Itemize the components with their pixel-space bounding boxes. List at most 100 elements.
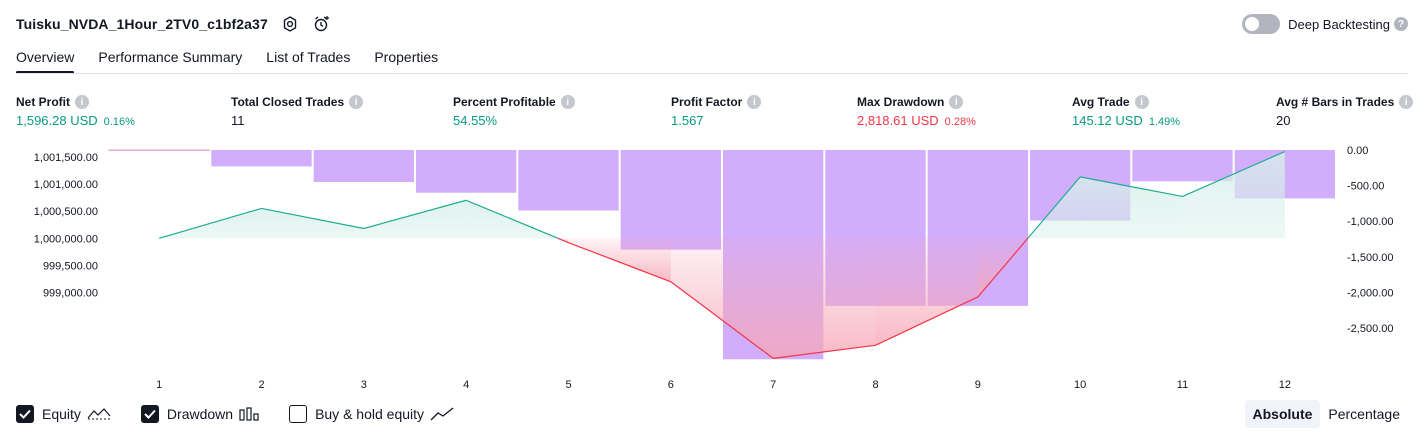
drawdown-bar <box>518 150 619 211</box>
equity-line-segment <box>158 207 262 239</box>
equity-line-segment <box>568 242 672 283</box>
info-icon[interactable]: i <box>1134 95 1149 109</box>
percentage-button[interactable]: Percentage <box>1328 406 1400 422</box>
tab-list-of-trades[interactable]: List of Trades <box>266 49 351 65</box>
x-axis-tick-label: 5 <box>565 379 571 391</box>
x-axis-tick-label: 9 <box>975 379 981 391</box>
left-axis-tick-label: 1,000,000.00 <box>34 233 98 245</box>
report-header: Tuisku_NVDA_1Hour_2TV0_c1bf2a37 <box>16 12 332 36</box>
metric-value: 1,596.28 USD <box>16 113 98 128</box>
info-icon[interactable]: i <box>75 95 89 109</box>
equity-gain-area <box>1080 176 1183 239</box>
equity-gain-area <box>261 208 364 239</box>
legend-label: Buy & hold equity <box>315 406 425 422</box>
left-axis-tick-label: 999,000.00 <box>43 288 98 300</box>
equity-line-icon <box>87 407 111 421</box>
equity-line-segment <box>977 237 1029 298</box>
metric-label: Profit Factor <box>671 95 743 109</box>
info-icon[interactable]: i <box>949 95 964 109</box>
buy-hold-checkbox[interactable] <box>289 405 308 423</box>
x-axis-tick-label: 8 <box>872 379 878 391</box>
equity-line-segment <box>1027 176 1081 239</box>
equity-line-segment <box>557 237 569 244</box>
equity-loss-area <box>773 238 876 359</box>
metric-value: 1.567 <box>671 113 704 128</box>
settings-icon[interactable] <box>280 14 300 34</box>
right-axis-tick-label: -500.00 <box>1347 181 1384 193</box>
right-axis-tick-label: -1,500.00 <box>1347 252 1393 264</box>
buy-hold-line-icon <box>430 407 454 421</box>
metric-label: Avg # Bars in Trades <box>1276 95 1395 109</box>
equity-line-segment <box>363 199 467 230</box>
legend-equity[interactable]: Equity <box>16 405 111 423</box>
drawdown-checkbox[interactable] <box>140 405 159 423</box>
x-axis-tick-label: 6 <box>668 379 674 391</box>
equity-loss-area <box>568 238 671 282</box>
legend-label: Equity <box>42 406 81 422</box>
x-axis-tick-label: 11 <box>1177 379 1188 391</box>
metric-avg-trade: Avg Trade i 145.12 USD 1.49% <box>1072 93 1180 128</box>
left-axis-tick-label: 1,001,500.00 <box>34 152 98 164</box>
equity-loss-area <box>875 238 978 346</box>
chart-legend: Equity Drawdown Buy & hold equity <box>16 404 484 424</box>
metric-value: 2,818.61 USD <box>857 113 939 128</box>
x-axis-tick-label: 1 <box>156 379 162 391</box>
right-axis-tick-label: 0.00 <box>1347 145 1368 157</box>
deep-backtesting-label: Deep Backtesting <box>1288 16 1390 32</box>
equity-drawdown-chart[interactable]: 1,001,500.00 1,001,000.00 1,000,500.00 1,00… <box>0 140 1424 398</box>
info-icon[interactable]: i <box>560 95 575 109</box>
drawdown-bar <box>416 150 517 193</box>
metric-value: 11 <box>231 113 245 128</box>
absolute-button[interactable]: Absolute <box>1244 400 1321 428</box>
info-icon[interactable]: i <box>747 95 762 109</box>
x-axis-tick-label: 12 <box>1279 379 1291 391</box>
info-icon[interactable]: i <box>349 95 364 109</box>
x-axis-tick-label: 7 <box>770 379 776 391</box>
metric-avg-bars-in-trades: Avg # Bars in Trades i 20 <box>1276 93 1414 128</box>
drawdown-bars-icon <box>239 407 259 421</box>
help-icon[interactable]: ? <box>1394 17 1408 31</box>
tab-performance-summary[interactable]: Performance Summary <box>98 49 243 65</box>
add-alert-icon[interactable] <box>312 14 332 34</box>
metric-value: 54.55% <box>453 113 498 128</box>
drawdown-bar <box>313 150 414 183</box>
metric-value: 20 <box>1276 113 1291 128</box>
report-tabs: Overview Performance Summary List of Tra… <box>16 44 462 76</box>
metric-label: Total Closed Trades <box>231 95 345 109</box>
drawdown-bar <box>1132 150 1233 182</box>
metric-percent: 0.28% <box>944 116 976 128</box>
info-icon[interactable]: i <box>1399 95 1414 109</box>
x-axis-tick-label: 10 <box>1074 379 1086 391</box>
legend-drawdown[interactable]: Drawdown <box>140 405 259 423</box>
metric-label: Max Drawdown <box>857 95 945 109</box>
right-axis-tick-label: -2,000.00 <box>1347 287 1393 299</box>
metric-percent: 1.49% <box>1148 116 1181 128</box>
x-axis-tick-label: 3 <box>361 379 367 391</box>
metric-max-drawdown: Max Drawdown i 2,818.61 USD 0.28% <box>857 93 976 128</box>
equity-checkbox[interactable] <box>16 405 34 423</box>
equity-line-segment <box>1080 176 1183 198</box>
equity-line-segment <box>773 344 876 359</box>
metric-total-closed-trades: Total Closed Trades i 11 <box>231 93 364 128</box>
equity-line-segment <box>465 199 559 239</box>
legend-buy-hold-equity[interactable]: Buy & hold equity <box>289 405 454 423</box>
metric-label: Net Profit <box>16 95 70 109</box>
metric-percent-profitable: Percent Profitable i 54.55% <box>453 93 575 128</box>
drawdown-bar <box>620 150 721 250</box>
deep-backtesting-toggle[interactable] <box>1242 14 1281 34</box>
metric-net-profit: Net Profit i 1,596.28 USD 0.16% <box>16 93 135 128</box>
toggle-knob <box>1245 17 1260 31</box>
equity-line-segment <box>261 207 364 230</box>
equity-gain-area <box>1182 151 1285 239</box>
metric-label: Avg Trade <box>1072 95 1130 109</box>
metric-profit-factor: Profit Factor i 1.567 <box>671 93 762 128</box>
equity-line-segment <box>1182 151 1286 198</box>
equity-gain-area <box>159 208 262 239</box>
strategy-title: Tuisku_NVDA_1Hour_2TV0_c1bf2a37 <box>16 16 268 32</box>
display-mode-switch: Absolute Percentage <box>1244 400 1409 428</box>
tab-overview[interactable]: Overview <box>16 44 75 74</box>
tab-properties[interactable]: Properties <box>374 49 439 65</box>
metric-value: 145.12 USD <box>1072 113 1143 128</box>
equity-line-segment <box>670 281 774 359</box>
left-axis-tick-label: 1,000,500.00 <box>34 206 98 218</box>
